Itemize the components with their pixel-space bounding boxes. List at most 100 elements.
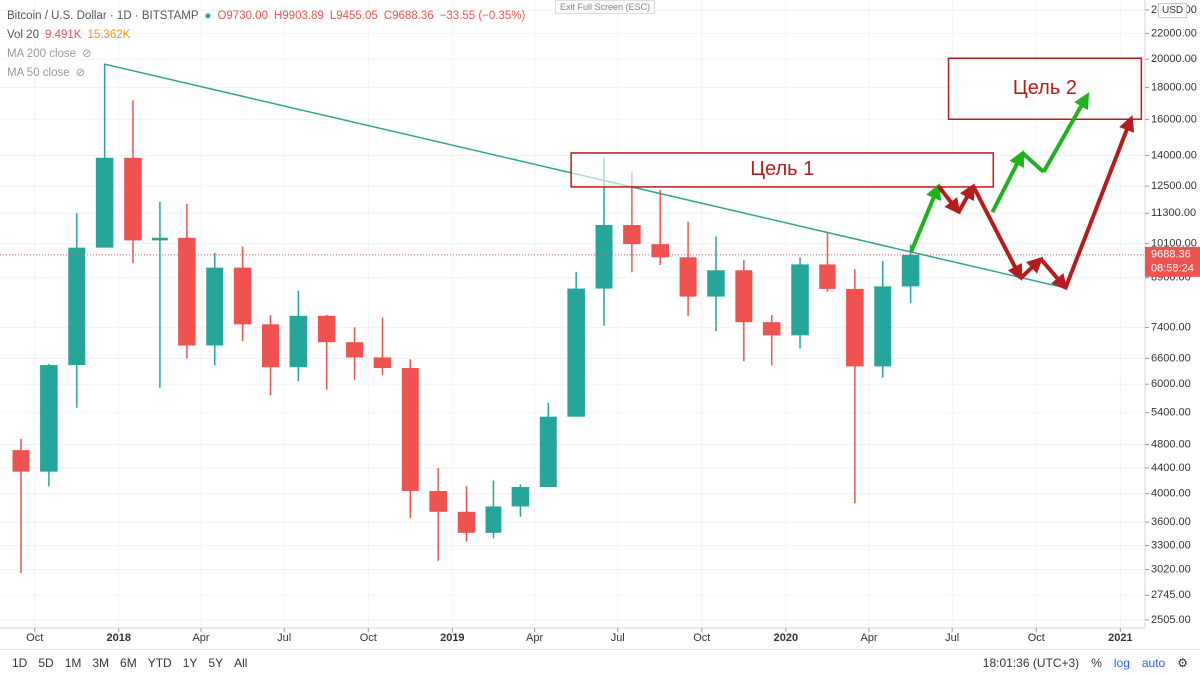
y-tick-label: 7400.00 bbox=[1151, 321, 1191, 333]
candle-body bbox=[12, 450, 30, 472]
range-buttons: 1D 5D 1M 3M 6M YTD 1Y 5Y All bbox=[12, 656, 247, 670]
range-button[interactable]: 3M bbox=[92, 656, 110, 670]
candle-body bbox=[651, 244, 670, 258]
candle-body bbox=[261, 324, 279, 368]
volume-label: Vol 20 bbox=[7, 29, 39, 41]
forecast-arrow bbox=[1019, 256, 1044, 280]
x-tick-label: Apr bbox=[526, 632, 543, 644]
candle-body bbox=[567, 288, 585, 417]
candle-body bbox=[233, 267, 252, 325]
change: −33.55 (−0.35%) bbox=[439, 10, 526, 22]
range-button[interactable]: All bbox=[234, 656, 248, 670]
candle-body bbox=[819, 264, 836, 289]
log-toggle[interactable]: log bbox=[1113, 656, 1130, 670]
toolbar: 1D 5D 1M 3M 6M YTD 1Y 5Y All 18:01:36 (UTC+3) % … bbox=[0, 649, 1200, 676]
forecast-line bbox=[1021, 151, 1045, 174]
range-button[interactable]: 1D bbox=[12, 656, 28, 670]
candle-body bbox=[40, 365, 58, 472]
exit-fullscreen[interactable]: Exit Full Screen (ESC) bbox=[555, 0, 656, 14]
x-tick-label: Jul bbox=[277, 632, 291, 644]
x-tick-label: Jul bbox=[945, 632, 959, 644]
y-tick-label: 6600.00 bbox=[1151, 352, 1191, 364]
candle-body bbox=[95, 157, 114, 248]
y-tick-label: 10100.00 bbox=[1151, 238, 1197, 250]
candle-body bbox=[735, 270, 753, 323]
clock: 18:01:36 (UTC+3) bbox=[982, 656, 1080, 670]
candle-body bbox=[539, 416, 557, 488]
candle-body bbox=[346, 342, 364, 358]
candle-body bbox=[511, 487, 530, 507]
x-tick-label: 2021 bbox=[1108, 632, 1132, 644]
y-tick-label: 18000.00 bbox=[1151, 82, 1197, 94]
forecast-arrow bbox=[909, 183, 941, 253]
range-button[interactable]: 6M bbox=[120, 656, 137, 670]
x-tick-label: Oct bbox=[26, 632, 43, 644]
y-tick-label: 20000.00 bbox=[1151, 53, 1197, 65]
candle-body bbox=[68, 247, 86, 366]
y-tick-label: 5400.00 bbox=[1151, 407, 1191, 419]
candle-body bbox=[874, 286, 892, 367]
x-tick-label: Oct bbox=[693, 632, 710, 644]
y-tick-label: 22000.00 bbox=[1151, 27, 1197, 39]
legend: Bitcoin / U.S. Dollar · 1D · BITSTAMP ● O… bbox=[7, 7, 525, 83]
candle-body bbox=[178, 237, 196, 346]
y-tick-label: 6000.00 bbox=[1151, 378, 1191, 390]
candle-body bbox=[679, 257, 697, 297]
candle-body bbox=[762, 322, 781, 336]
range-button[interactable]: 1Y bbox=[182, 656, 198, 670]
forecast-arrow bbox=[936, 184, 961, 215]
ma-50[interactable]: MA 50 close bbox=[7, 67, 70, 79]
settings[interactable]: ⚙ bbox=[1177, 656, 1188, 670]
x-tick-label: 2019 bbox=[440, 632, 464, 644]
low: L9455.05 bbox=[329, 10, 378, 22]
ma-200[interactable]: MA 200 close bbox=[7, 48, 77, 60]
y-tick-label: 4800.00 bbox=[1151, 438, 1191, 450]
candle-body bbox=[791, 264, 809, 336]
target-label: Цель 1 bbox=[750, 158, 814, 180]
range-button[interactable]: 1M bbox=[64, 656, 82, 670]
y-tick-label: 11300.00 bbox=[1151, 207, 1196, 219]
last-price-box bbox=[1145, 246, 1200, 277]
candle-body bbox=[595, 225, 613, 289]
y-tick-label: 16000.00 bbox=[1151, 113, 1197, 125]
y-tick-label: 3020.00 bbox=[1151, 563, 1191, 575]
x-tick-label: Oct bbox=[1028, 632, 1045, 644]
candle-body bbox=[373, 357, 392, 369]
candle-body bbox=[707, 270, 725, 297]
range-button[interactable]: 5Y bbox=[208, 656, 224, 670]
forecast-arrow bbox=[971, 185, 1023, 281]
high: H9903.89 bbox=[273, 10, 324, 22]
forecast-arrow bbox=[990, 150, 1025, 214]
range-button[interactable]: 5D bbox=[38, 656, 54, 670]
forecast-arrow bbox=[1063, 115, 1135, 289]
plot-area: Цель 1 Цель 2 bbox=[0, 0, 1145, 628]
y-tick-label: 3300.00 bbox=[1151, 540, 1191, 552]
range-button[interactable]: YTD bbox=[147, 656, 172, 670]
candle-body bbox=[317, 315, 336, 343]
x-tick-label: Apr bbox=[192, 632, 209, 644]
candle-body bbox=[623, 225, 641, 245]
x-tick-label: Apr bbox=[860, 632, 877, 644]
candle-body bbox=[289, 315, 308, 368]
x-tick-label: Jul bbox=[611, 632, 625, 644]
forecast-arrow bbox=[956, 183, 975, 214]
chart: Цель 1 Цель 2 2505.00 2745.00 3020.00 3300.00… bbox=[0, 0, 1200, 644]
y-tick-label: 3600.00 bbox=[1151, 516, 1191, 528]
auto-toggle[interactable]: auto bbox=[1141, 656, 1166, 670]
x-tick-label: Oct bbox=[360, 632, 377, 644]
target-label: Цель 2 bbox=[1013, 77, 1077, 99]
candle-body bbox=[124, 157, 142, 241]
candle-body bbox=[457, 511, 476, 533]
candle-body bbox=[151, 237, 168, 241]
symbol: Bitcoin / U.S. Dollar · 1D · BITSTAMP bbox=[7, 10, 199, 22]
target-box bbox=[570, 152, 995, 188]
forecast-arrow bbox=[1039, 257, 1068, 291]
candle-body bbox=[401, 368, 419, 491]
x-tick-label: 2018 bbox=[107, 632, 131, 644]
countdown-label: 08:58:24 bbox=[1151, 263, 1194, 275]
y-tick-label: 2505.00 bbox=[1151, 614, 1191, 626]
y-tick-label: 2745.00 bbox=[1151, 589, 1191, 601]
currency[interactable]: USD bbox=[1158, 3, 1188, 18]
percent-toggle[interactable]: % bbox=[1091, 656, 1102, 670]
